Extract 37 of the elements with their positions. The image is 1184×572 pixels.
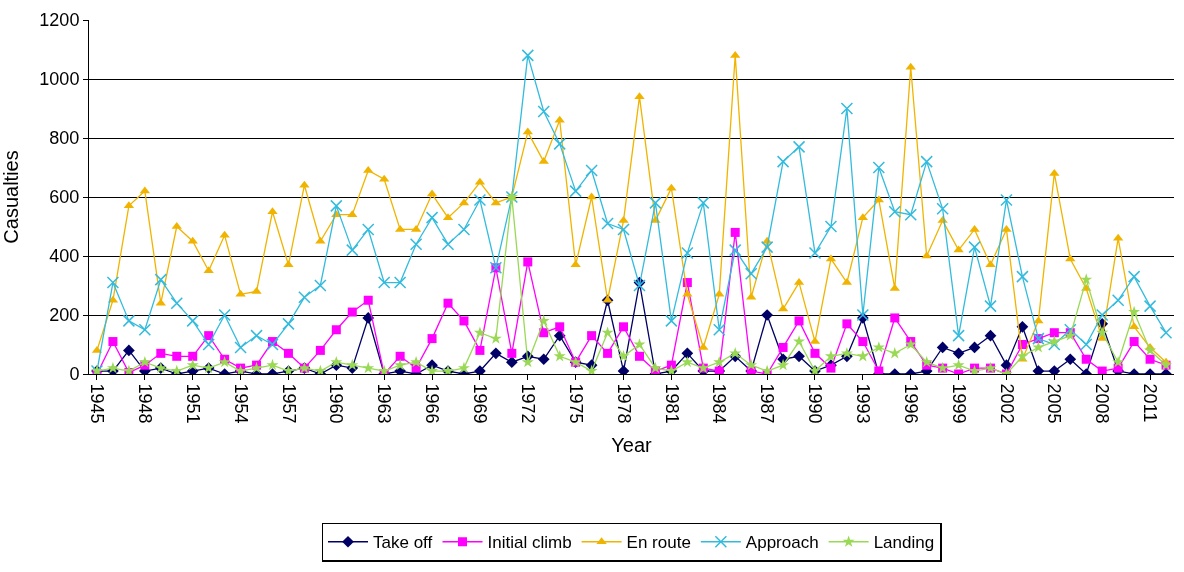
x-tick-label: 1960 bbox=[326, 383, 347, 424]
x-tick-label: 1957 bbox=[278, 383, 299, 424]
x-tick-label: 1972 bbox=[517, 383, 538, 424]
x-tick-label: 2002 bbox=[996, 383, 1017, 424]
y-tick-label: 200 bbox=[49, 305, 80, 326]
legend-label: Landing bbox=[873, 533, 935, 553]
y-tick-label: 0 bbox=[69, 364, 80, 385]
legend-label: Take off bbox=[373, 533, 433, 553]
x-tick-label: 1978 bbox=[613, 383, 634, 424]
x-tick-label: 2008 bbox=[1092, 383, 1113, 424]
x-tick-label: 1948 bbox=[135, 383, 155, 424]
x-tick-label: 1951 bbox=[182, 383, 203, 424]
x-tick-label: 1969 bbox=[470, 383, 491, 424]
legend-label: Approach bbox=[745, 533, 819, 553]
legend-label: En route bbox=[626, 533, 691, 553]
x-tick-label: 1954 bbox=[230, 383, 251, 424]
y-tick-label: 1200 bbox=[39, 10, 80, 31]
x-tick-label: 1993 bbox=[853, 383, 874, 424]
y-axis-title: Casualties bbox=[0, 150, 22, 244]
x-tick-label: 1981 bbox=[661, 383, 682, 424]
x-tick-label: 1990 bbox=[805, 383, 826, 424]
x-tick-label: 1999 bbox=[948, 383, 969, 424]
x-tick-label: 1984 bbox=[709, 383, 730, 424]
y-tick-label: 1000 bbox=[39, 69, 80, 90]
x-tick-label: 1966 bbox=[422, 383, 443, 424]
y-tick-label: 800 bbox=[49, 128, 80, 149]
y-tick-label: 600 bbox=[49, 187, 80, 208]
legend-label: Initial climb bbox=[487, 533, 572, 553]
x-tick-label: 1945 bbox=[87, 383, 108, 424]
x-tick-label: 1963 bbox=[374, 383, 395, 424]
x-tick-label: 1996 bbox=[900, 383, 921, 424]
x-axis-title: Year bbox=[611, 434, 653, 457]
x-tick-label: 1987 bbox=[757, 383, 778, 424]
x-tick-label: 1975 bbox=[565, 383, 586, 424]
y-tick-label: 400 bbox=[49, 246, 80, 267]
x-tick-label: 2011 bbox=[1140, 383, 1161, 423]
x-tick-label: 2005 bbox=[1044, 383, 1065, 424]
